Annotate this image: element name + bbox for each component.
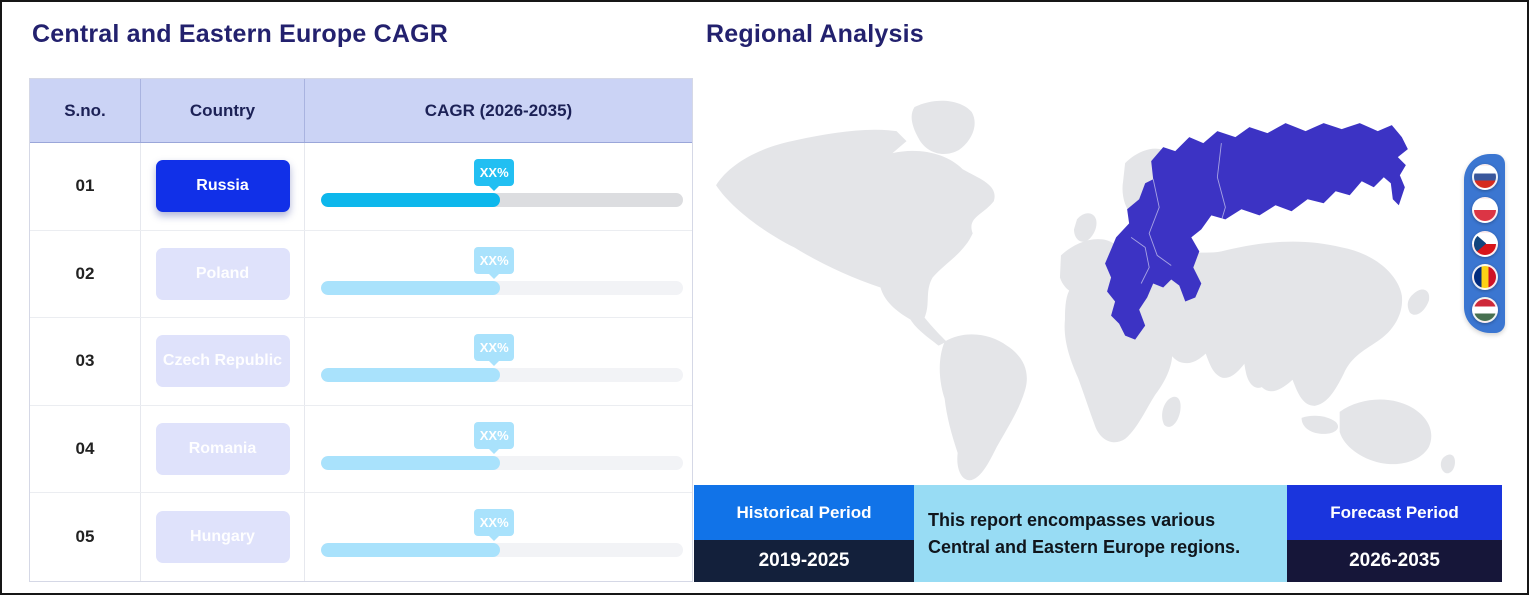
- period-bar: Historical Period 2019-2025 This report …: [694, 485, 1502, 582]
- row-number: 03: [30, 318, 141, 405]
- country-button-romania[interactable]: Romania: [155, 423, 290, 476]
- cagr-progress-track: [321, 543, 683, 558]
- country-cell: Czech Republic: [141, 318, 305, 405]
- historical-period-block: Historical Period 2019-2025: [694, 485, 914, 582]
- cagr-progress-fill: [321, 543, 501, 558]
- value-tooltip: XX%: [474, 246, 515, 279]
- header-country: Country: [141, 79, 305, 142]
- romania-flag-icon[interactable]: [1471, 263, 1498, 290]
- cagr-cell: XX%: [305, 143, 692, 230]
- map-landmass: [716, 100, 1455, 481]
- progress-bar-group: XX%: [321, 231, 683, 318]
- progress-bar-group: XX%: [321, 406, 683, 493]
- cagr-cell: XX%: [305, 406, 692, 493]
- progress-bar-group: XX%: [321, 318, 683, 405]
- value-tooltip: XX%: [474, 509, 515, 542]
- progress-bar-group: XX%: [321, 493, 683, 581]
- header-cagr: CAGR (2026-2035): [424, 100, 573, 120]
- country-cell: Hungary: [141, 493, 305, 581]
- russia-flag-icon[interactable]: [1471, 164, 1498, 190]
- table-row: 04 Romania XX%: [30, 405, 692, 494]
- world-map-svg: [716, 100, 1455, 481]
- row-number: 01: [30, 143, 141, 230]
- cagr-progress-track: [321, 280, 683, 295]
- value-tooltip: XX%: [474, 159, 515, 191]
- row-number: 02: [30, 230, 141, 318]
- header-sno: S.no.: [30, 79, 141, 142]
- flags-bar: [1464, 154, 1505, 333]
- row-number: 05: [30, 493, 141, 581]
- forecast-period-label: Forecast Period: [1287, 485, 1502, 540]
- historical-period-label: Historical Period: [694, 485, 914, 540]
- report-note: This report encompasses various Central …: [914, 485, 1287, 582]
- cagr-cell: XX%: [305, 231, 692, 318]
- cagr-progress-track: [321, 193, 683, 207]
- czech-republic-flag-icon[interactable]: [1471, 230, 1498, 257]
- value-tooltip: XX%: [474, 421, 515, 454]
- cagr-progress-fill: [321, 280, 501, 295]
- table-header-row: S.no. Country CAGR (2026-2035): [30, 79, 692, 143]
- progress-bar-group: XX%: [321, 143, 683, 230]
- right-panel-title: Regional Analysis: [706, 20, 924, 48]
- highlighted-region: [1105, 123, 1408, 340]
- cagr-table: S.no. Country CAGR (2026-2035) 01 Russia…: [29, 78, 693, 582]
- cagr-cell: XX%: [305, 318, 692, 405]
- country-cell: Romania: [141, 405, 305, 493]
- table-row: 05 Hungary XX%: [30, 493, 692, 581]
- world-map: [700, 86, 1462, 484]
- country-button-hungary[interactable]: Hungary: [155, 511, 290, 564]
- cagr-progress-fill: [321, 368, 501, 383]
- cagr-progress-track: [321, 368, 683, 383]
- row-number: 04: [30, 405, 141, 493]
- country-cell: Russia: [141, 143, 305, 230]
- cagr-progress-fill: [321, 193, 501, 207]
- table-row: 01 Russia XX%: [30, 143, 692, 231]
- country-border-lines: [1130, 143, 1226, 284]
- country-cell: Poland: [141, 230, 305, 318]
- cagr-cell: XX%: [305, 493, 692, 581]
- forecast-period-years: 2026-2035: [1287, 540, 1502, 582]
- poland-flag-icon[interactable]: [1471, 197, 1498, 224]
- cagr-progress-fill: [321, 455, 501, 470]
- historical-period-years: 2019-2025: [694, 540, 914, 582]
- table-row: 03 Czech Republic XX%: [30, 318, 692, 406]
- forecast-period-block: Forecast Period 2026-2035: [1287, 485, 1502, 582]
- table-row: 02 Poland XX%: [30, 230, 692, 319]
- country-button-russia[interactable]: Russia: [155, 160, 290, 213]
- country-button-czech-republic[interactable]: Czech Republic: [155, 335, 290, 388]
- value-tooltip: XX%: [474, 334, 515, 367]
- left-panel-title: Central and Eastern Europe CAGR: [32, 20, 449, 48]
- hungary-flag-icon[interactable]: [1471, 297, 1498, 323]
- cagr-progress-track: [321, 455, 683, 470]
- country-button-poland[interactable]: Poland: [155, 247, 290, 300]
